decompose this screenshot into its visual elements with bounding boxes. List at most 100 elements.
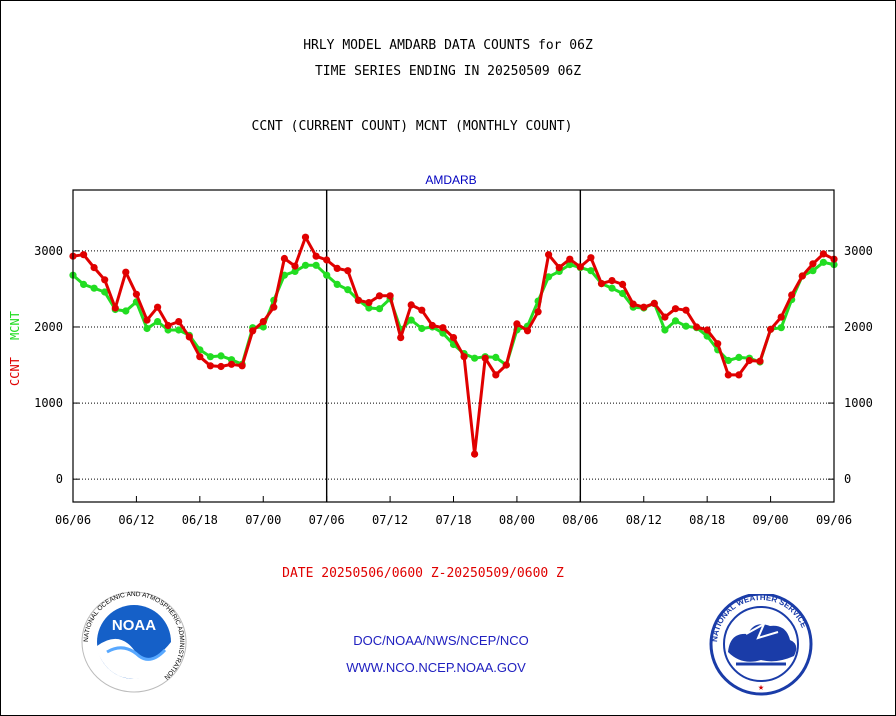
data-point-ccnt — [798, 272, 806, 280]
data-point-ccnt — [471, 450, 479, 458]
x-tick-label: 08/06 — [562, 513, 598, 527]
data-point-mcnt — [259, 323, 267, 331]
data-point-ccnt — [650, 299, 658, 307]
data-point-mcnt — [418, 324, 426, 333]
data-point-ccnt — [428, 321, 436, 330]
data-point-ccnt — [777, 313, 785, 321]
x-tick-label: 08/18 — [689, 513, 725, 527]
y-tick-label-left: 1000 — [34, 396, 63, 410]
data-point-ccnt — [217, 362, 225, 371]
nws-logo: NATIONAL WEATHER SERVICE ★ — [709, 594, 813, 696]
data-point-ccnt — [418, 306, 426, 314]
data-point-mcnt — [122, 307, 130, 315]
data-point-ccnt — [259, 318, 267, 326]
data-point-ccnt — [566, 255, 574, 263]
data-point-mcnt — [407, 316, 415, 324]
data-point-ccnt — [735, 371, 743, 379]
x-tick-label: 07/00 — [245, 513, 281, 527]
data-point-ccnt — [154, 303, 162, 311]
chart-subtitle: CCNT (CURRENT COUNT) MCNT (MONTHLY COUNT… — [251, 119, 573, 134]
x-tick-label: 06/18 — [182, 513, 218, 527]
data-point-ccnt — [375, 292, 384, 300]
y-tick-label-right: 3000 — [844, 244, 873, 258]
data-point-ccnt — [386, 292, 394, 300]
data-point-ccnt — [143, 316, 151, 324]
data-point-ccnt — [703, 326, 711, 334]
data-point-ccnt — [513, 320, 521, 328]
data-point-ccnt — [819, 250, 828, 258]
data-point-mcnt — [619, 289, 627, 298]
data-point-ccnt — [270, 303, 278, 311]
data-point-ccnt — [534, 308, 542, 316]
data-point-ccnt — [555, 264, 563, 272]
data-point-mcnt — [671, 317, 680, 325]
data-point-ccnt — [745, 356, 754, 365]
data-point-ccnt — [301, 233, 310, 241]
data-point-ccnt — [682, 306, 690, 314]
data-point-ccnt — [291, 262, 299, 270]
data-point-ccnt — [407, 301, 415, 309]
data-point-ccnt — [481, 354, 489, 362]
data-point-ccnt — [460, 353, 468, 361]
data-point-ccnt — [365, 299, 373, 307]
data-point-ccnt — [122, 268, 130, 276]
data-point-ccnt — [788, 291, 796, 299]
data-point-ccnt — [492, 371, 500, 379]
data-point-ccnt — [523, 327, 532, 335]
x-tick-label: 07/18 — [435, 513, 471, 527]
data-point-mcnt — [217, 352, 225, 360]
data-point-ccnt — [175, 318, 183, 326]
plot-border — [72, 189, 835, 503]
data-point-mcnt — [608, 284, 616, 292]
data-point-ccnt — [312, 252, 320, 260]
org-path-label: DOC/NOAA/NWS/NCEP/NCO — [353, 633, 529, 648]
data-point-mcnt — [301, 261, 310, 269]
data-point-mcnt — [344, 286, 352, 294]
x-tick-label: 06/12 — [118, 513, 154, 527]
panel-title: AMDARB — [425, 173, 476, 187]
data-point-ccnt — [280, 254, 288, 263]
y-tick-label-left: 0 — [56, 472, 63, 486]
data-point-mcnt — [90, 284, 98, 292]
data-point-ccnt — [323, 256, 331, 264]
data-point-ccnt — [249, 327, 257, 335]
data-point-ccnt — [344, 267, 352, 275]
data-point-mcnt — [333, 280, 341, 288]
chart-title-line2: TIME SERIES ENDING IN 20250509 06Z — [314, 64, 582, 79]
data-point-mcnt — [375, 305, 384, 313]
data-point-ccnt — [545, 251, 553, 259]
chart-title-line1: HRLY MODEL AMDARB DATA COUNTS for 06Z — [303, 38, 593, 53]
data-point-mcnt — [492, 353, 500, 361]
data-point-ccnt — [576, 263, 584, 271]
data-point-mcnt — [545, 273, 553, 281]
data-point-mcnt — [682, 322, 690, 330]
data-point-mcnt — [587, 267, 595, 275]
data-point-ccnt — [449, 334, 458, 342]
data-point-ccnt — [164, 321, 172, 330]
data-point-ccnt — [185, 333, 193, 341]
nws-star-icon: ★ — [758, 682, 764, 693]
y-axis-label-mcnt: MCNT — [8, 311, 22, 340]
x-tick-label: 08/00 — [499, 513, 535, 527]
data-point-ccnt — [502, 361, 510, 369]
data-point-mcnt — [175, 326, 183, 334]
y-tick-label-left: 3000 — [34, 244, 63, 258]
data-point-ccnt — [132, 290, 140, 298]
data-point-mcnt — [809, 267, 817, 275]
data-point-mcnt — [735, 353, 743, 361]
data-point-ccnt — [111, 304, 119, 312]
data-point-ccnt — [101, 276, 109, 284]
x-tick-label: 09/06 — [816, 513, 852, 527]
data-point-ccnt — [629, 300, 637, 308]
website-link[interactable]: WWW.NCO.NCEP.NOAA.GOV — [346, 660, 526, 675]
x-tick-label: 06/06 — [55, 513, 91, 527]
data-point-mcnt — [819, 258, 828, 266]
data-point-mcnt — [777, 324, 785, 332]
data-point-mcnt — [206, 353, 214, 361]
data-point-ccnt — [714, 340, 722, 348]
y-tick-label-right: 0 — [844, 472, 851, 486]
data-point-ccnt — [809, 260, 817, 268]
y-tick-label-right: 2000 — [844, 320, 873, 334]
data-point-ccnt — [661, 313, 669, 321]
